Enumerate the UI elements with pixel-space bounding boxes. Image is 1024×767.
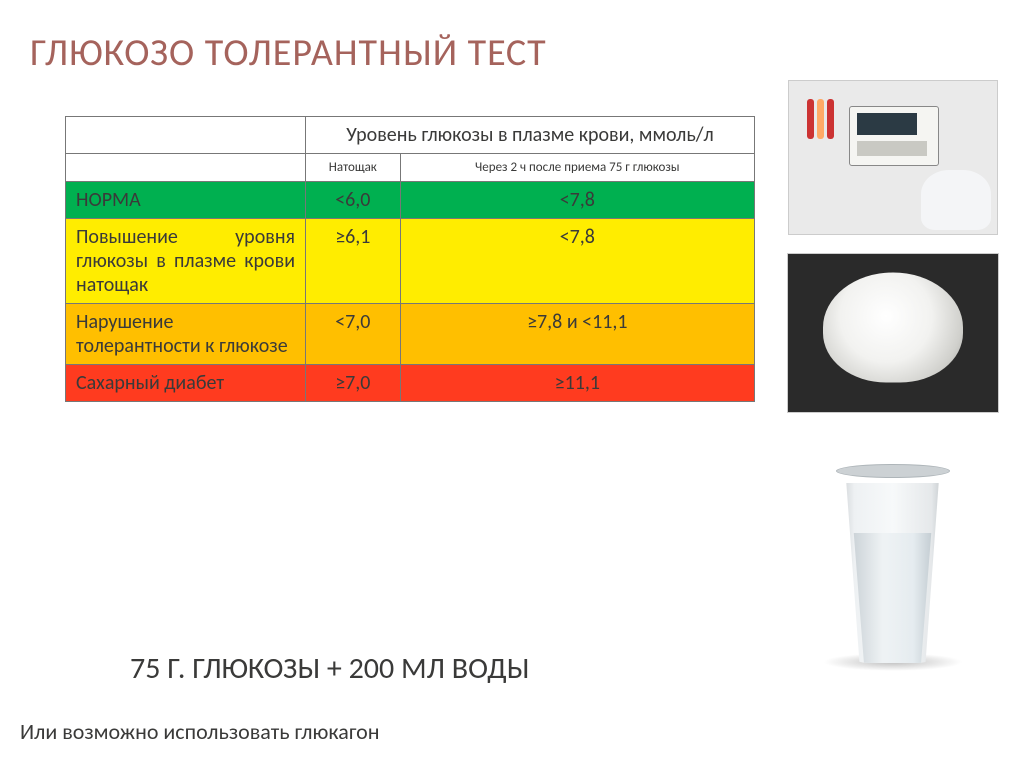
cell-v1: ≥7,0	[306, 365, 401, 402]
test-tube-icon	[807, 99, 814, 139]
subheader-fasting: Натощак	[306, 154, 401, 182]
test-tube-icon	[817, 99, 824, 139]
lab-analyzer-image	[788, 80, 998, 235]
cell-v1: <6,0	[306, 182, 401, 219]
table-header-row: Уровень глюкозы в плазме крови, ммоль/л	[66, 117, 755, 154]
glass-icon	[828, 468, 958, 663]
glove-icon	[921, 170, 991, 230]
analyzer-buttons-icon	[857, 141, 927, 156]
row-diabetes: Сахарный диабет ≥7,0 ≥11,1	[66, 365, 755, 402]
water-glass-image	[798, 441, 988, 671]
test-tube-icon	[827, 99, 834, 139]
subheader-blank	[66, 154, 306, 182]
cell-label: Повышение уровня глюкозы в плазме крови …	[66, 219, 306, 304]
table: Уровень глюкозы в плазме крови, ммоль/л …	[65, 116, 755, 402]
header-blank	[66, 117, 306, 154]
glucose-table: Уровень глюкозы в плазме крови, ммоль/л …	[65, 116, 755, 402]
powder-pile-icon	[823, 273, 963, 383]
subheader-2h: Через 2 ч после приема 75 г глюкозы	[400, 154, 754, 182]
row-impaired-tolerance: Нарушение толерантности к глюкозе <7,0 ≥…	[66, 304, 755, 365]
cell-v2: ≥7,8 и <11,1	[400, 304, 754, 365]
slide: ГЛЮКОЗО ТОЛЕРАНТНЫЙ ТЕСТ Уровень глюкозы…	[0, 0, 1024, 767]
header-main: Уровень глюкозы в плазме крови, ммоль/л	[306, 117, 755, 154]
glucose-powder-image	[787, 253, 999, 413]
glass-rim-icon	[836, 464, 950, 478]
glucose-formula-text: 75 Г. ГЛЮКОЗЫ + 200 МЛ ВОДЫ	[130, 650, 529, 687]
cell-label: НОРМА	[66, 182, 306, 219]
row-norma: НОРМА <6,0 <7,8	[66, 182, 755, 219]
analyzer-screen-icon	[857, 113, 917, 135]
row-elevated-fasting: Повышение уровня глюкозы в плазме крови …	[66, 219, 755, 304]
cell-label: Сахарный диабет	[66, 365, 306, 402]
slide-title: ГЛЮКОЗО ТОЛЕРАНТНЫЙ ТЕСТ	[30, 30, 994, 76]
images-column	[785, 80, 1000, 671]
cell-v1: ≥6,1	[306, 219, 401, 304]
cell-v2: ≥11,1	[400, 365, 754, 402]
cell-label: Нарушение толерантности к глюкозе	[66, 304, 306, 365]
cell-v1: <7,0	[306, 304, 401, 365]
cell-v2: <7,8	[400, 182, 754, 219]
table-subheader-row: Натощак Через 2 ч после приема 75 г глюк…	[66, 154, 755, 182]
footnote-text: Или возможно использовать глюкагон	[20, 718, 380, 745]
cell-v2: <7,8	[400, 219, 754, 304]
